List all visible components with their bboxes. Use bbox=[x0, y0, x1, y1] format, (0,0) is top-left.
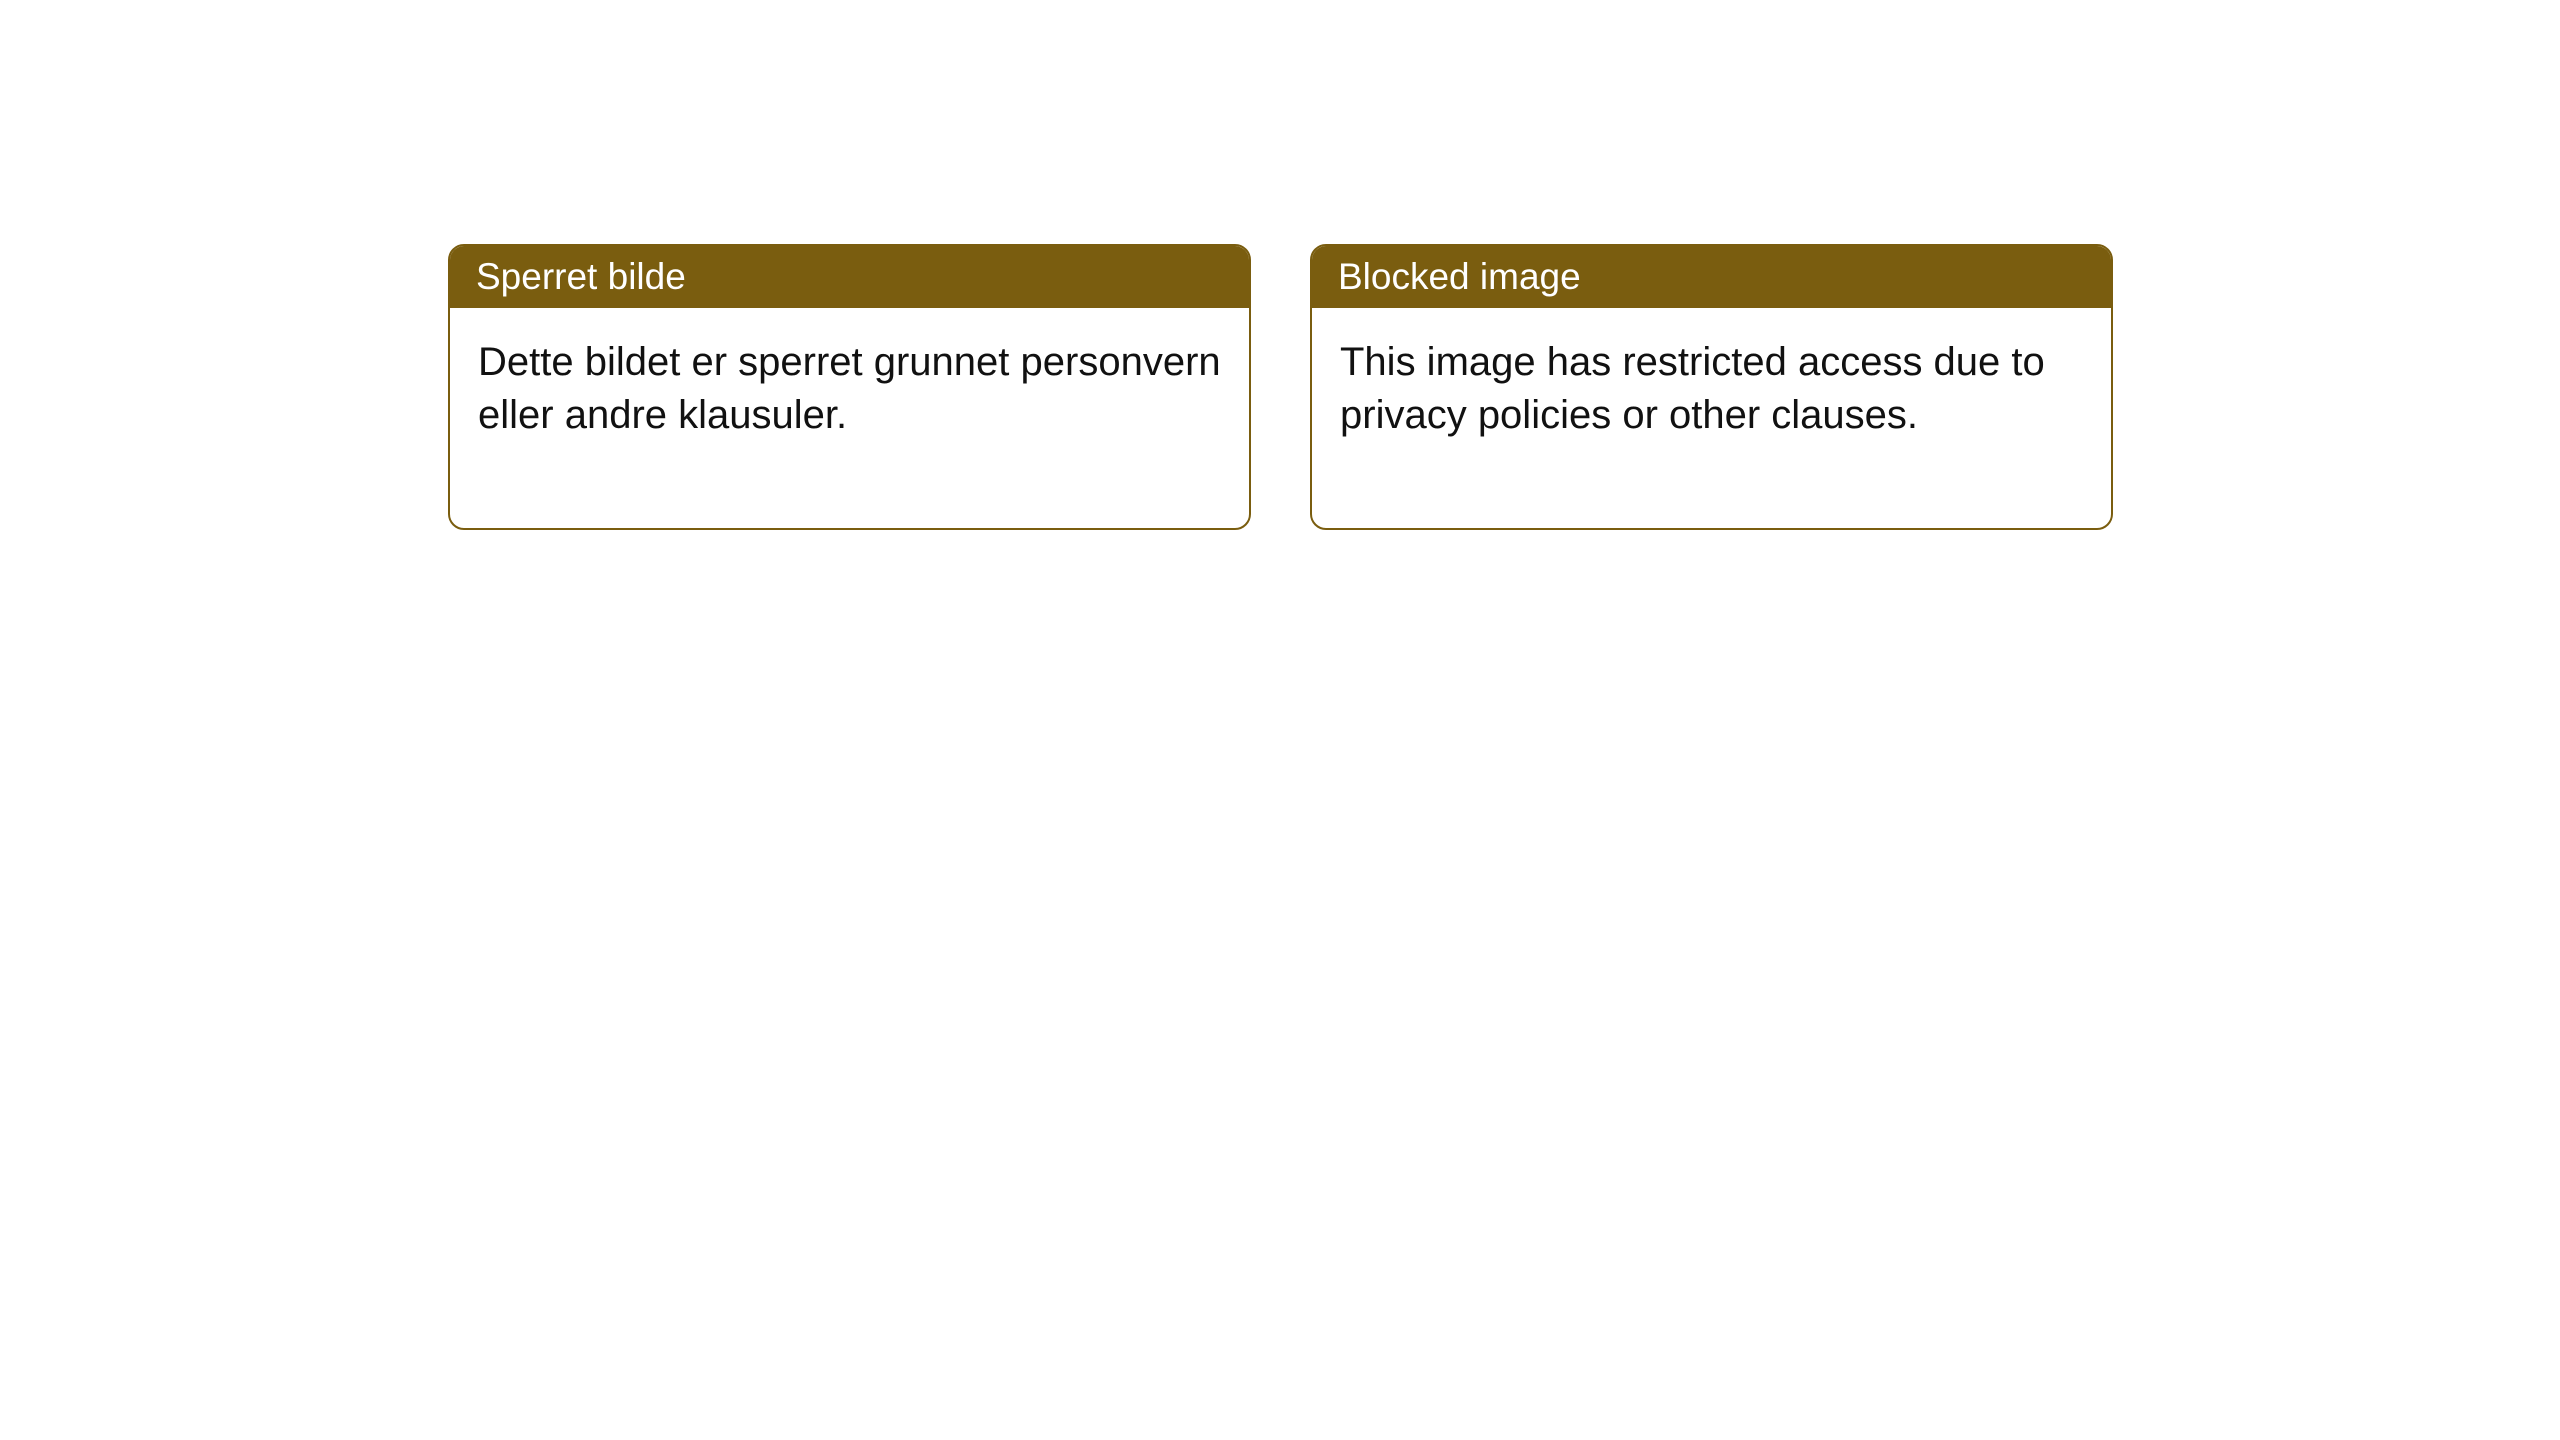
blocked-image-panels: Sperret bilde Dette bildet er sperret gr… bbox=[448, 244, 2113, 530]
panel-body-text-en: This image has restricted access due to … bbox=[1340, 340, 2045, 437]
panel-title-en: Blocked image bbox=[1338, 256, 1581, 297]
panel-body-en: This image has restricted access due to … bbox=[1312, 308, 2111, 528]
panel-body-text-no: Dette bildet er sperret grunnet personve… bbox=[478, 340, 1221, 437]
blocked-panel-en: Blocked image This image has restricted … bbox=[1310, 244, 2113, 530]
blocked-panel-no: Sperret bilde Dette bildet er sperret gr… bbox=[448, 244, 1251, 530]
panel-title-no: Sperret bilde bbox=[476, 256, 686, 297]
panel-body-no: Dette bildet er sperret grunnet personve… bbox=[450, 308, 1249, 528]
panel-header-no: Sperret bilde bbox=[450, 246, 1249, 308]
panel-header-en: Blocked image bbox=[1312, 246, 2111, 308]
